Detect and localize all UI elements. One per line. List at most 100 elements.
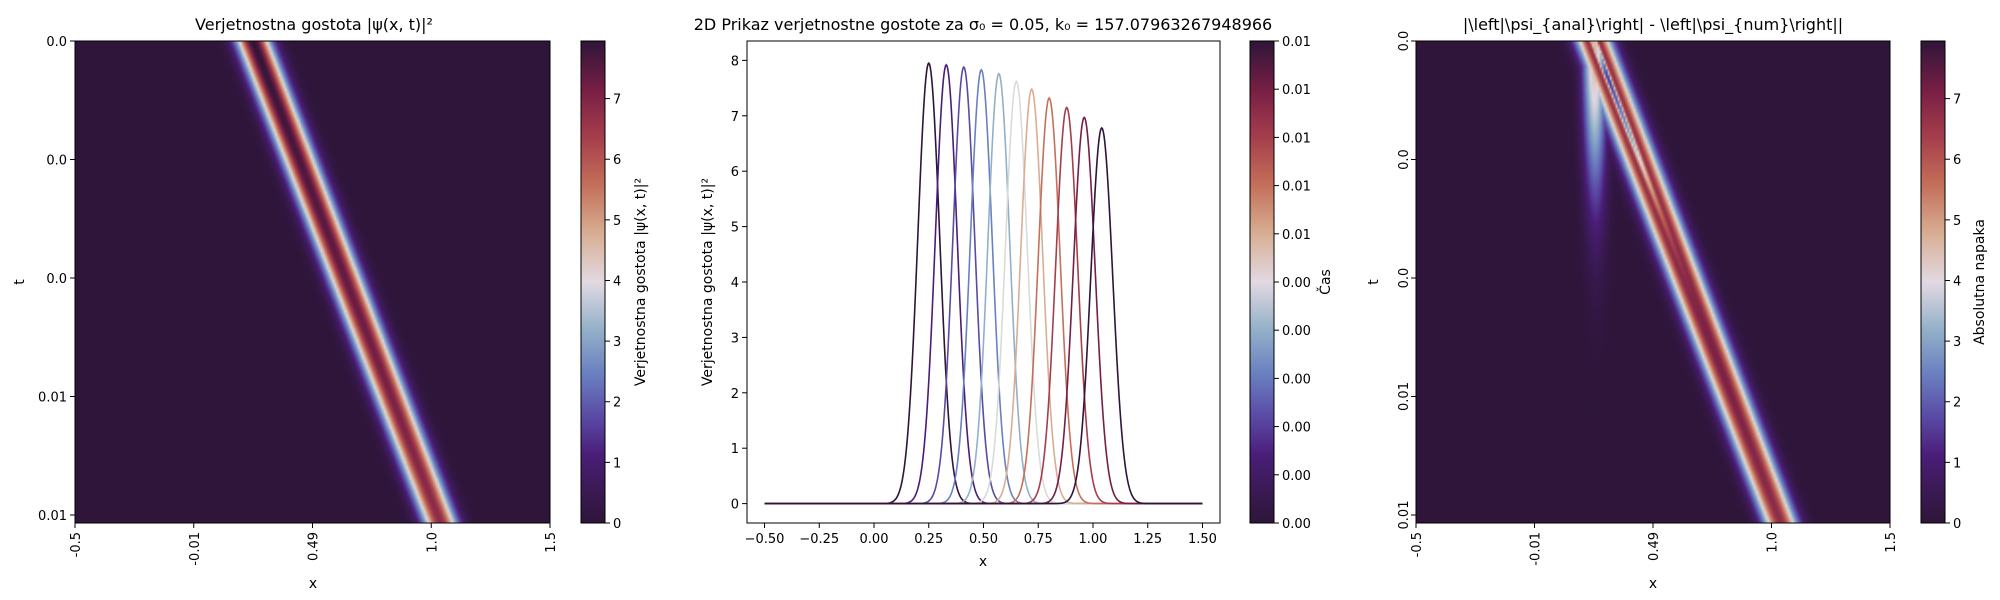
colorbar-tick-label: 0	[1953, 517, 1961, 532]
colorbar-tick-label: 0.01	[1282, 35, 1311, 50]
x-tick-label: -0.01	[188, 532, 203, 566]
colorbar-label-2: Čas	[1316, 269, 1334, 295]
colorbar-1	[581, 41, 605, 523]
colorbar-ticks-2: 0.00 0.00 0.00 0.00 0.00 0.00 0.01 0.01 0.01 0.01…	[1274, 35, 1311, 532]
x-ticks-2: −0.50 −0.25 0.00 0.25 0.50 0.75 1.00 1.25 1.50	[745, 523, 1217, 547]
x-axis-label-3: x	[1649, 576, 1657, 592]
x-tick-label: 1.5	[544, 532, 559, 553]
x-tick-label: −0.25	[799, 532, 839, 547]
colorbar-tick-label: 4	[613, 274, 621, 289]
colorbar-tick-label: 6	[613, 153, 621, 168]
chart-title-2: 2D Prikaz verjetnostne gostote za σ₀ = 0…	[694, 15, 1272, 34]
chart-title-3: |\left|\psi_{anal}\right| - \left|\psi_{…	[1463, 15, 1843, 35]
y-tick-label: 1	[731, 442, 739, 457]
colorbar-tick-label: 0.00	[1282, 276, 1311, 291]
colorbar-tick-label: 5	[613, 214, 621, 229]
y-axis-label-1: t	[12, 279, 28, 285]
colorbar-frame-1	[580, 40, 606, 524]
colorbar-tick-label: 1	[1953, 456, 1961, 471]
plot-area-2	[747, 41, 1220, 523]
colorbar-tick-label: 7	[613, 93, 621, 108]
colorbar-tick-label: 0.01	[1282, 228, 1311, 243]
y-tick-label: 8	[731, 54, 739, 69]
colorbar-tick-label: 3	[1953, 335, 1961, 350]
colorbar-tick-label: 0.01	[1282, 180, 1311, 195]
colorbar-2	[1250, 41, 1274, 523]
heatmap-image-3	[1416, 41, 1890, 523]
x-tick-label: 1.5	[1884, 532, 1899, 553]
x-ticks-3: -0.5 -0.01 0.49 1.0 1.5	[1410, 523, 1899, 566]
y-tick-label: 3	[731, 331, 739, 346]
y-tick-label: 6	[731, 165, 739, 180]
x-tick-label: -0.5	[69, 532, 84, 557]
x-axis-label-2: x	[979, 554, 987, 570]
colorbar-tick-label: 2	[1953, 396, 1961, 411]
y-tick-label: 0.0	[46, 272, 67, 287]
colorbar-tick-label: 1	[613, 456, 621, 471]
colorbar-tick-label: 0.01	[1282, 83, 1311, 98]
y-axis-label-2: Verjetnostna gostota |ψ(x, t)|²	[700, 178, 716, 386]
x-tick-label: 1.50	[1188, 532, 1217, 547]
chart-title-1: Verjetnostna gostota |ψ(x, t)|²	[195, 15, 433, 34]
colorbar-tick-label: 0.00	[1282, 421, 1311, 436]
y-tick-label: 0.01	[38, 509, 67, 524]
colorbar-tick-label: 0.00	[1282, 517, 1311, 532]
colorbar-tick-label: 0.00	[1282, 469, 1311, 484]
x-tick-label: 0.75	[1024, 532, 1053, 547]
y-tick-label: 0.0	[46, 35, 67, 50]
x-tick-label: 0.50	[969, 532, 998, 547]
colorbar-tick-label: 3	[613, 335, 621, 350]
y-tick-label: 0.01	[1397, 382, 1412, 411]
x-tick-label: 1.00	[1079, 532, 1108, 547]
line-panel-2: 2D Prikaz verjetnostne gostote za σ₀ = 0…	[694, 15, 1334, 570]
colorbar-frame-3	[1920, 40, 1946, 524]
x-tick-label: -0.5	[1410, 532, 1425, 557]
x-tick-label: -0.01	[1529, 532, 1544, 566]
x-ticks-1: -0.5 -0.01 0.49 1.0 1.5	[69, 523, 559, 566]
heatmap-panel-1: Verjetnostna gostota |ψ(x, t)|² -0.5 -0.0…	[12, 15, 649, 592]
y-tick-label: 0.01	[38, 391, 67, 406]
x-tick-label: 0.00	[860, 532, 889, 547]
colorbar-tick-label: 0.01	[1282, 131, 1311, 146]
colorbar-ticks-1: 0 1 2 3 4 5 6 7	[605, 93, 621, 532]
x-tick-label: 0.49	[307, 532, 322, 561]
y-tick-label: 7	[731, 110, 739, 125]
x-tick-label: 1.0	[1766, 532, 1781, 553]
y-tick-label: 5	[731, 221, 739, 236]
colorbar-tick-label: 0	[613, 517, 621, 532]
heatmap-image-1	[75, 41, 550, 523]
x-tick-label: 0.49	[1647, 532, 1662, 561]
y-ticks-3: 0.0 0.0 0.0 0.01 0.01	[1397, 31, 1416, 530]
colorbar-tick-label: 0.00	[1282, 372, 1311, 387]
y-tick-label: 4	[731, 276, 739, 291]
y-tick-label: 2	[731, 387, 739, 402]
y-tick-label: 0.0	[46, 154, 67, 169]
x-tick-label: 1.25	[1133, 532, 1162, 547]
colorbar-tick-label: 2	[613, 396, 621, 411]
colorbar-tick-label: 4	[1953, 274, 1961, 289]
colorbar-ticks-3: 0 1 2 3 4 5 6 7	[1945, 93, 1961, 532]
x-axis-label-1: x	[309, 576, 317, 592]
series-line-11	[764, 126, 1203, 505]
heatmap-panel-3: |\left|\psi_{anal}\right| - \left|\psi_{…	[1366, 15, 1988, 592]
y-tick-label: 0	[731, 498, 739, 513]
colorbar-label-3: Absolutna napaka	[1972, 219, 1988, 345]
y-tick-label: 0.0	[1397, 149, 1412, 170]
y-ticks-2: 0 1 2 3 4 5 6 7 8	[731, 54, 747, 513]
x-tick-label: 0.25	[914, 532, 943, 547]
colorbar-label-1: Verjetnostna gostota |ψ(x, t)|²	[633, 178, 649, 386]
series-lines	[764, 61, 1203, 505]
y-tick-label: 0.0	[1397, 268, 1412, 289]
x-tick-label: 1.0	[425, 532, 440, 553]
colorbar-tick-label: 0.00	[1282, 324, 1311, 339]
colorbar-tick-label: 6	[1953, 153, 1961, 168]
colorbar-tick-label: 7	[1953, 93, 1961, 108]
y-axis-label-3: t	[1366, 279, 1382, 285]
y-tick-label: 0.01	[1397, 501, 1412, 530]
colorbar-tick-label: 5	[1953, 214, 1961, 229]
y-tick-label: 0.0	[1397, 31, 1412, 52]
x-tick-label: −0.50	[745, 532, 785, 547]
colorbar-3	[1921, 41, 1945, 523]
y-ticks-1: 0.0 0.0 0.0 0.01 0.01	[38, 35, 75, 524]
